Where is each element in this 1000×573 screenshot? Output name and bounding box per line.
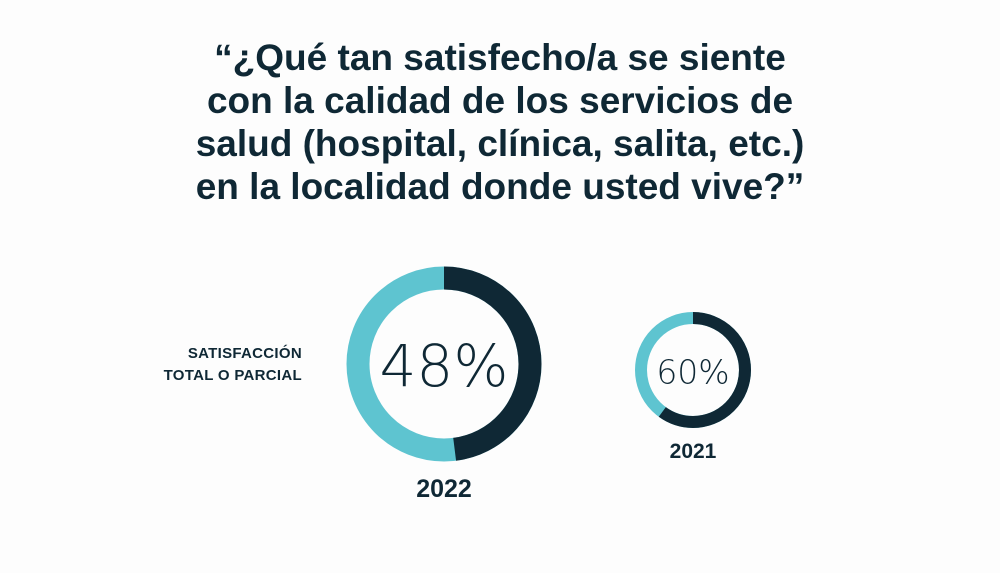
donut-value-2021 [635,312,751,428]
donut-value-2022 [346,266,542,462]
year-label-2021: 2021 [670,440,717,463]
category-label: SATISFACCIÓN TOTAL O PARCIAL [163,345,302,384]
year-label-2022: 2022 [416,475,472,503]
percent-label-2022: 48% [380,332,509,400]
chart-title: “¿Qué tan satisfecho/a se siente con la … [195,37,805,207]
percent-label-2021: 60% [656,353,729,392]
